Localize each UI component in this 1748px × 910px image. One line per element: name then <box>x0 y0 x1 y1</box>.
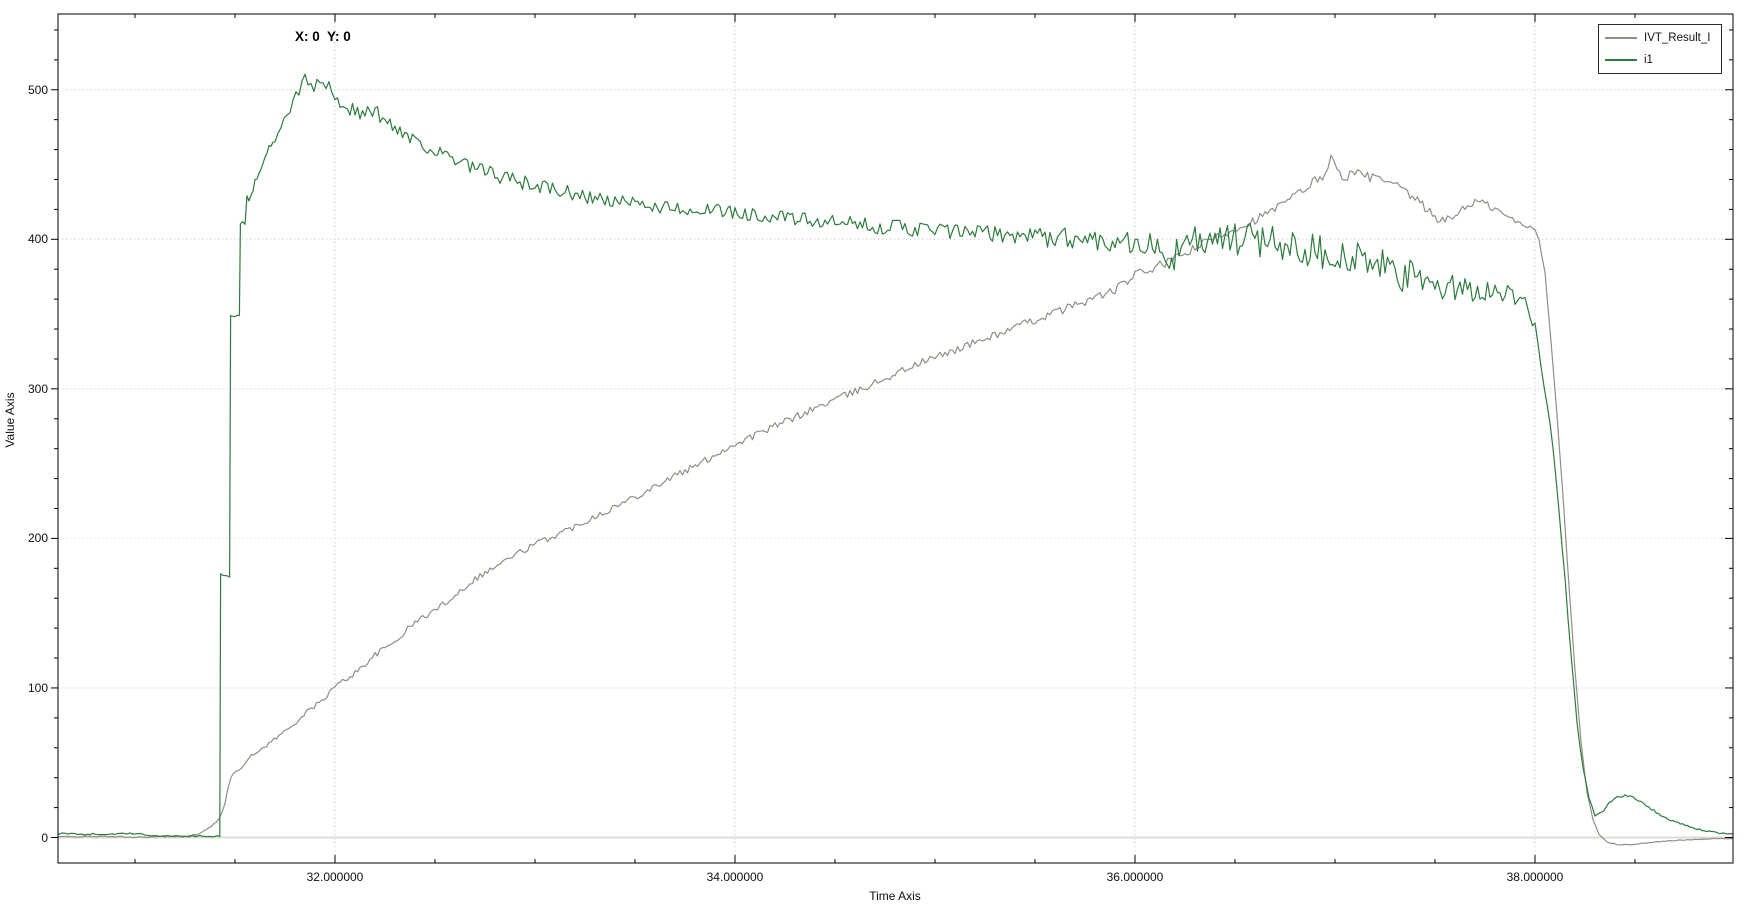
legend-label: i1 <box>1644 54 1653 66</box>
legend-item-ivt-result-i[interactable]: IVT_Result_I <box>1605 30 1715 46</box>
cursor-readout: X: 0 Y: 0 <box>295 29 351 44</box>
y-tick-label: 100 <box>27 680 48 695</box>
y-axis-title: Value Axis <box>3 392 17 448</box>
legend-line-swatch-green <box>1605 59 1637 61</box>
legend-label: IVT_Result_I <box>1644 32 1711 44</box>
x-tick-label: 34.000000 <box>706 870 764 884</box>
plot-frame-and-ticks <box>51 13 1734 864</box>
y-tick-label: 300 <box>27 381 48 396</box>
series-path-IVT_Result_I <box>58 154 1734 846</box>
x-tick-label: 38.000000 <box>1506 870 1564 884</box>
series-path-i1 <box>57 73 1734 838</box>
y-tick-label: 400 <box>27 232 48 247</box>
legend: IVT_Result_I i1 <box>1598 24 1722 74</box>
series-lines <box>57 73 1734 846</box>
legend-item-i1[interactable]: i1 <box>1605 52 1715 68</box>
y-tick-label: 0 <box>41 830 48 845</box>
x-tick-label: 36.000000 <box>1106 870 1164 884</box>
grid-lines <box>58 14 1733 863</box>
legend-line-swatch-gray <box>1605 37 1637 39</box>
y-tick-label: 200 <box>27 531 48 546</box>
x-axis-title: Time Axis <box>869 889 921 903</box>
y-tick-label: 500 <box>27 82 48 97</box>
x-tick-label: 32.000000 <box>306 870 364 884</box>
